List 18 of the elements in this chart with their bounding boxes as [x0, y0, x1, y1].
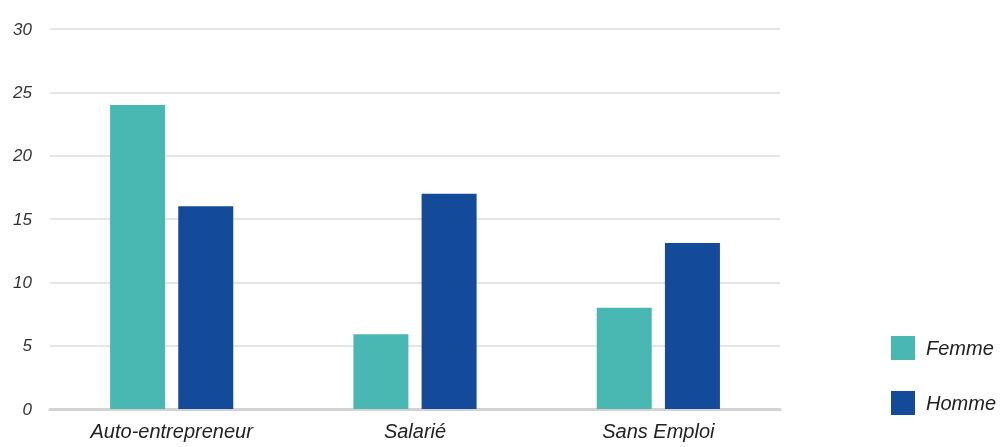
legend-label: Homme	[926, 392, 997, 414]
y-tick-label: 20	[12, 146, 33, 166]
y-tick-label: 5	[22, 336, 33, 356]
y-tick-label: 10	[13, 272, 33, 292]
y-tick-label: 30	[13, 19, 33, 39]
x-tick-label: Sans Emploi	[602, 420, 716, 442]
x-tick-label: Salarié	[383, 420, 447, 442]
legend-label: Femme	[926, 337, 994, 359]
y-tick-label: 15	[13, 209, 33, 229]
x-tick-label: Auto-entrepreneur	[89, 420, 255, 442]
y-tick-label: 0	[22, 399, 33, 419]
bar	[421, 193, 477, 409]
bar	[110, 105, 166, 409]
bar	[353, 334, 409, 409]
bar	[596, 307, 652, 409]
bar	[178, 206, 234, 409]
y-tick-label: 25	[12, 82, 33, 102]
bar	[664, 243, 720, 409]
